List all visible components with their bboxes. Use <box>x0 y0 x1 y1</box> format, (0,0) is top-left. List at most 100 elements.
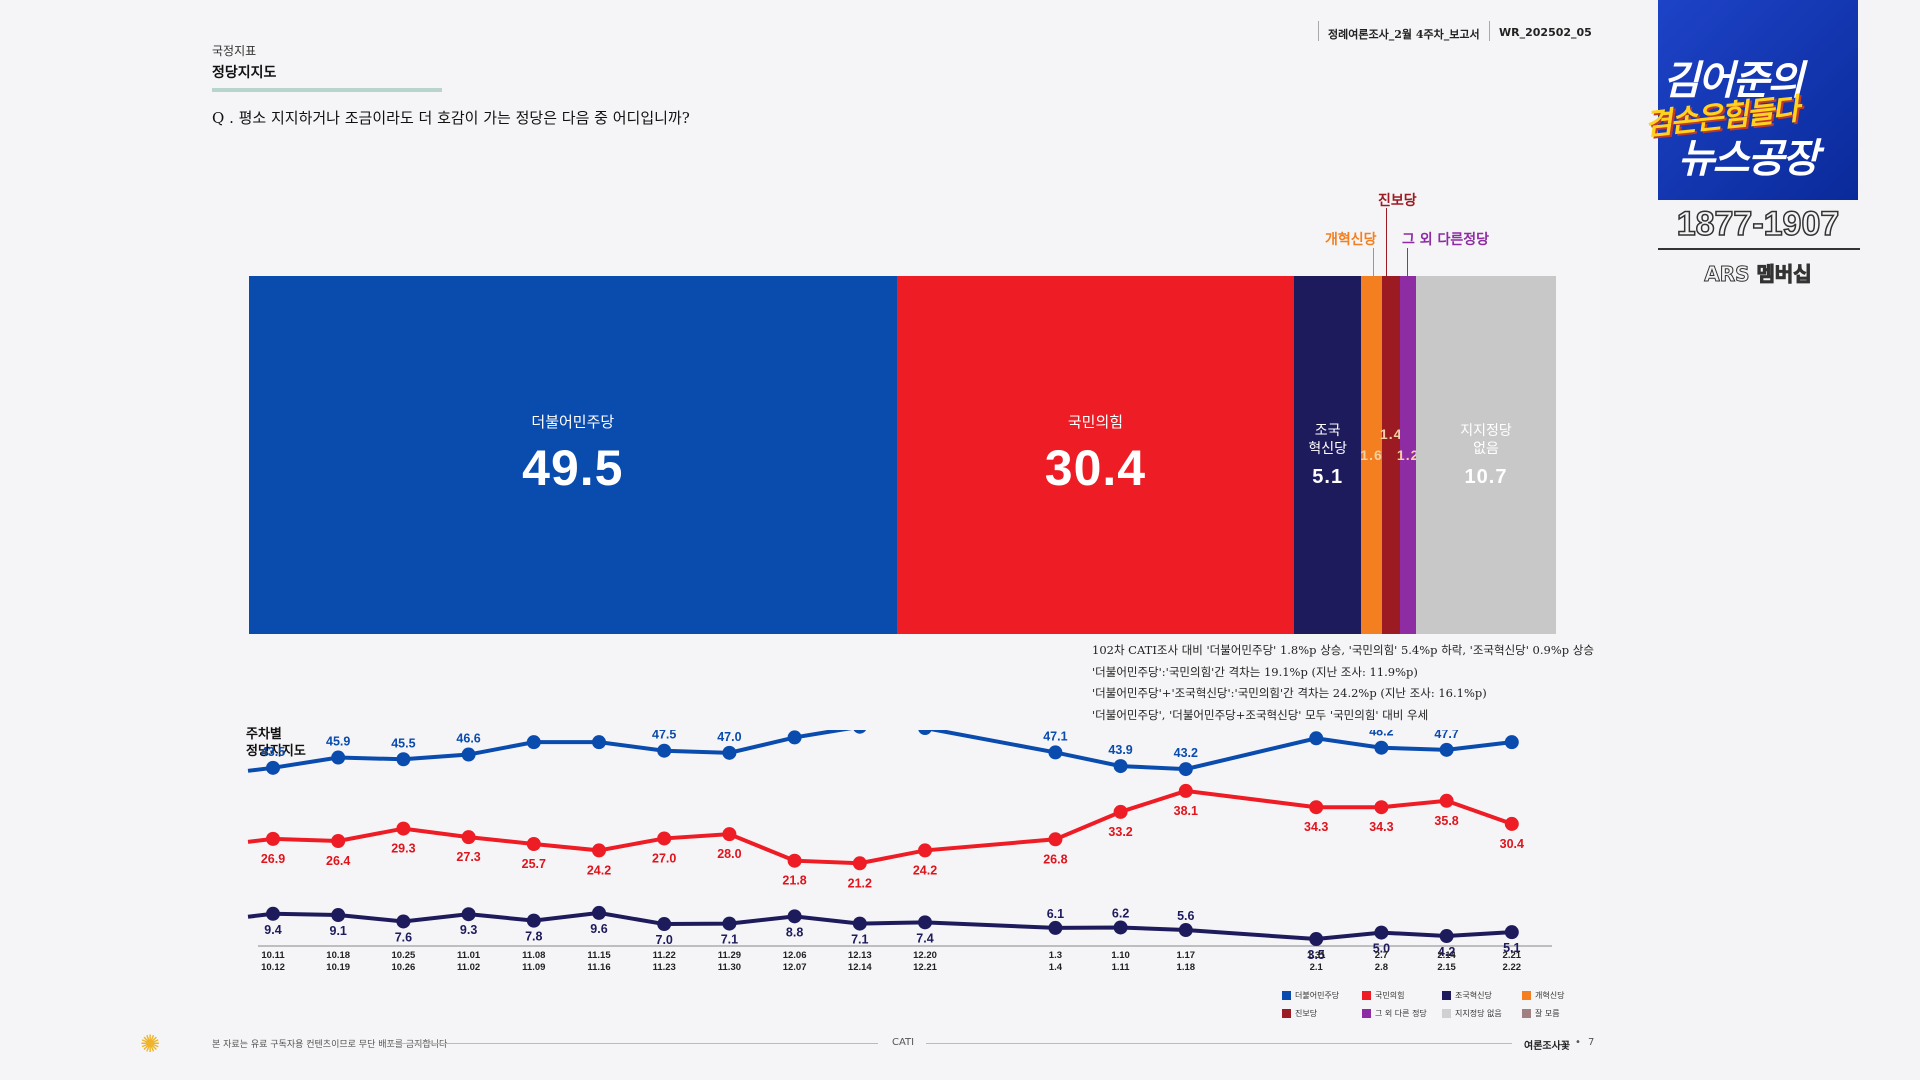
data-label: 25.7 <box>522 857 546 871</box>
note-line: '더불어민주당'+'조국혁신당':'국민의힘'간 격차는 24.2%p (지난 … <box>1092 686 1487 700</box>
data-label: 7.6 <box>395 930 412 944</box>
data-point <box>1504 735 1519 750</box>
legend-item: 국민의힘 <box>1362 990 1442 1001</box>
data-label: 4.2 <box>1438 945 1455 959</box>
gaehyuk-above-label: 개혁신당 <box>1325 232 1377 248</box>
data-point <box>657 917 672 932</box>
data-point <box>1113 759 1128 774</box>
legend-swatch <box>1362 991 1371 1000</box>
data-label: 3.5 <box>1308 948 1325 962</box>
x-tick-label: 12.14 <box>848 962 872 973</box>
data-label: 7.0 <box>656 933 673 947</box>
legend-item: 잘 모름 <box>1522 1008 1602 1019</box>
phone-number: 1877-1907 <box>1676 204 1840 244</box>
legend-label: 잘 모름 <box>1535 1009 1560 1018</box>
x-tick-label: 11.08 <box>522 950 545 961</box>
data-label: 45.9 <box>326 735 350 749</box>
data-point <box>396 821 411 836</box>
footer-rule-right <box>926 1043 1512 1044</box>
data-point <box>592 843 606 858</box>
x-tick-label: 11.01 <box>457 950 481 961</box>
legend-label: 더불어민주당 <box>1295 991 1340 1000</box>
legend-swatch <box>1522 1009 1531 1018</box>
data-label: 9.1 <box>330 924 347 938</box>
legend-label: 국민의힘 <box>1375 991 1405 1000</box>
data-point <box>526 913 541 928</box>
x-tick-label: 11.30 <box>718 962 741 973</box>
x-tick-label: 2.22 <box>1503 962 1522 973</box>
data-point <box>787 909 802 924</box>
data-label: 24.2 <box>587 863 611 877</box>
x-tick-label: 1.11 <box>1112 962 1131 973</box>
data-point <box>396 752 411 767</box>
data-label: 45.5 <box>391 736 415 750</box>
x-tick-label: 1.18 <box>1177 962 1196 973</box>
flower-logo-icon: ✺ <box>140 1030 161 1058</box>
data-label: 26.4 <box>326 854 350 868</box>
legend-swatch <box>1442 1009 1451 1018</box>
note-line: '더불어민주당':'국민의힘'간 격차는 19.1%p (지난 조사: 11.9… <box>1092 664 1418 679</box>
data-point <box>1048 920 1063 935</box>
data-point <box>722 745 737 760</box>
segment-value: 1.6 <box>1360 447 1383 463</box>
x-tick-label: 12.20 <box>913 950 937 961</box>
data-point <box>1309 932 1324 947</box>
legend-swatch <box>1442 991 1451 1000</box>
data-point <box>1309 800 1324 815</box>
data-point <box>1439 929 1454 944</box>
analysis-notes: 102차 CATI조사 대비 '더불어민주당' 1.8%p 상승, '국민의힘'… <box>1092 640 1594 726</box>
data-label: 49.5 <box>587 730 611 733</box>
segment-name: 더불어민주당 <box>531 413 615 431</box>
x-tick-label: 1.31 <box>1307 950 1326 961</box>
note-line: 102차 CATI조사 대비 '더불어민주당' 1.8%p 상승, '국민의힘'… <box>1092 643 1594 657</box>
data-label: 8.8 <box>786 925 803 939</box>
data-point <box>266 760 280 775</box>
data-point <box>1178 783 1193 798</box>
segment-value: 49.5 <box>522 440 624 496</box>
jinbo-above-label: 진보당 <box>1378 193 1417 209</box>
data-point <box>852 856 867 871</box>
legend-swatch <box>1282 1009 1291 1018</box>
data-label: 47.0 <box>717 730 741 744</box>
data-point <box>1113 920 1128 935</box>
data-label: 34.3 <box>1369 820 1393 834</box>
page-title: 정당지지도 <box>212 65 277 81</box>
x-tick-label: 10.18 <box>326 950 350 961</box>
data-label: 7.8 <box>525 930 542 944</box>
data-label: 47.5 <box>652 730 676 742</box>
data-point <box>331 750 346 765</box>
x-tick-label: 1.10 <box>1111 950 1130 961</box>
doc-name: 정례여론조사_2월 4주차_보고서 <box>1328 28 1480 41</box>
bar-segment-2: 조국 혁신당 5.1 <box>1294 276 1362 634</box>
data-point <box>592 735 606 750</box>
data-label: 26.9 <box>261 852 285 866</box>
legend-label: 개혁신당 <box>1535 991 1565 1000</box>
footer-page-dot: • <box>1575 1037 1581 1048</box>
data-label: 24.2 <box>913 863 937 877</box>
x-tick-label: 2.15 <box>1437 962 1456 973</box>
legend-item: 조국혁신당 <box>1442 990 1522 1001</box>
data-label: 46.6 <box>456 732 480 746</box>
data-label: 34.3 <box>1304 820 1328 834</box>
data-label: 47.1 <box>1043 730 1067 743</box>
data-point <box>852 916 867 931</box>
ars-membership: ARS 멤버십 <box>1704 262 1812 287</box>
survey-question: Q . 평소 지지하거나 조금이라도 더 호감이 가는 정당은 다음 중 어디입… <box>212 109 690 127</box>
data-label: 27.0 <box>652 851 676 865</box>
data-label: 26.8 <box>1043 852 1067 866</box>
bar-segment-3: 1.6 <box>1360 276 1383 634</box>
bar-segment-4: 1.4 <box>1380 276 1401 634</box>
data-point <box>266 906 280 921</box>
data-point <box>1374 800 1389 815</box>
data-point <box>787 853 802 868</box>
series-line-2 <box>247 910 1512 942</box>
legend-item: 진보당 <box>1282 1008 1362 1019</box>
gaehyuk-leader <box>1373 248 1374 276</box>
logo-line-1: 김어준의 <box>1663 58 1804 104</box>
doc-divider <box>1318 21 1319 41</box>
data-point <box>918 730 932 736</box>
x-tick-label: 11.02 <box>457 962 480 973</box>
x-tick-label: 10.11 <box>261 950 285 961</box>
data-label: 35.8 <box>1434 814 1458 828</box>
data-point <box>1048 832 1063 847</box>
